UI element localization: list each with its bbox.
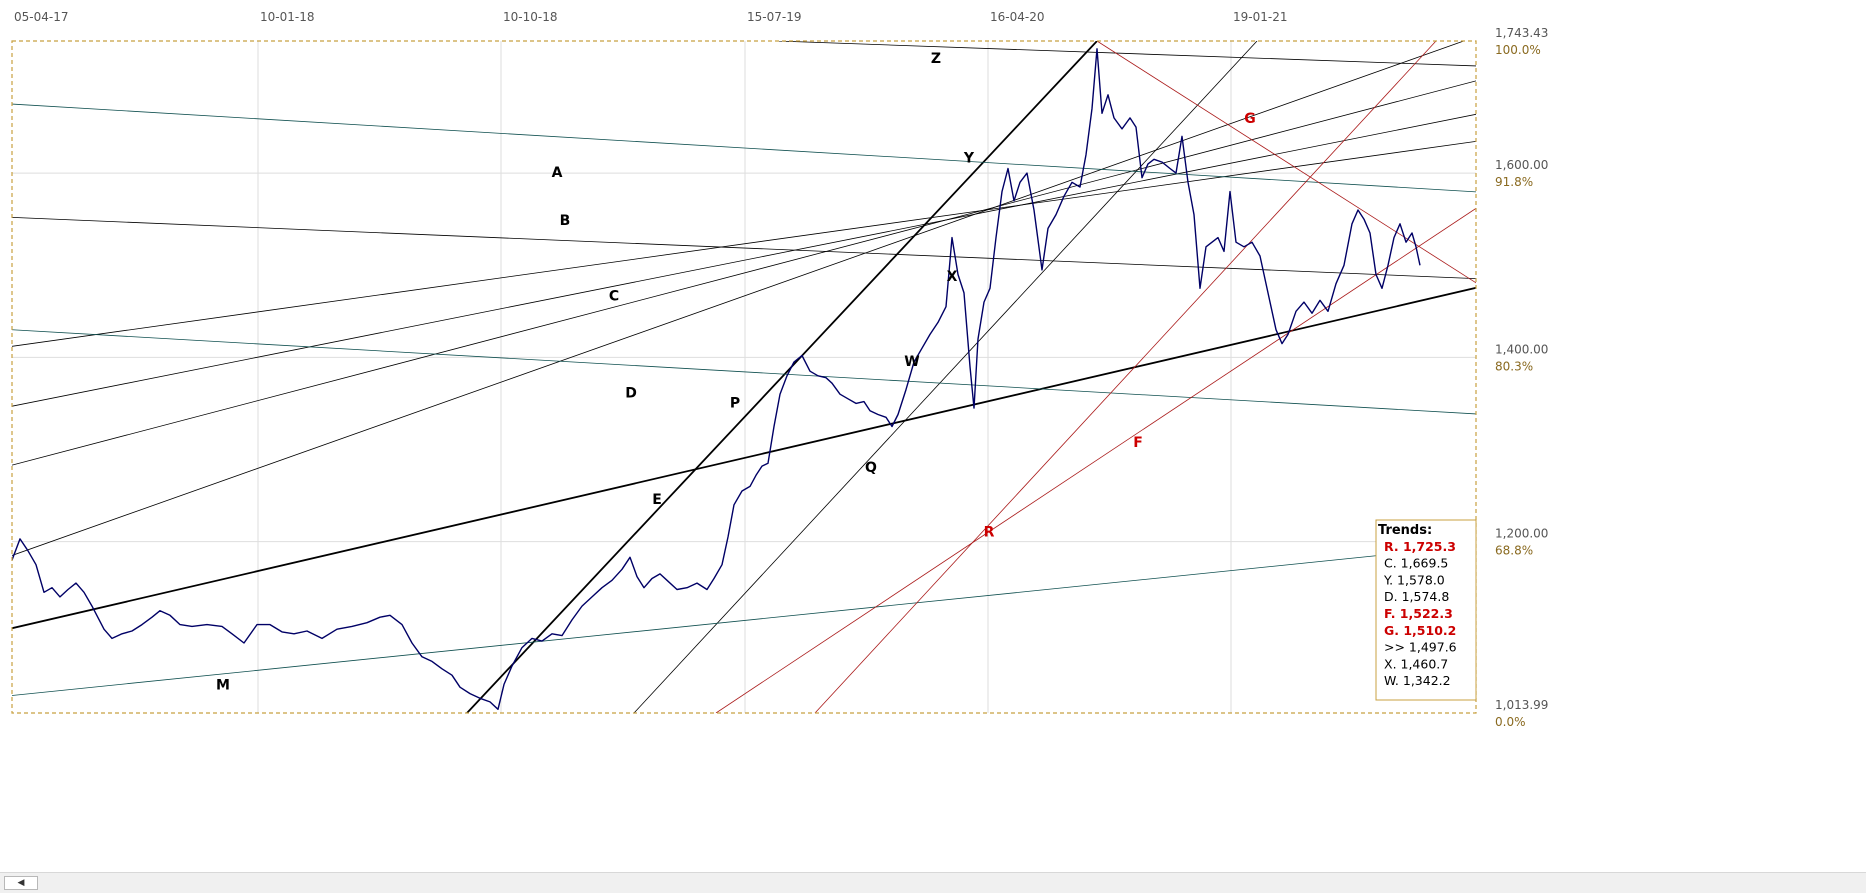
trend-entry: C. 1,669.5 xyxy=(1384,556,1448,571)
line-label-d: D xyxy=(625,385,637,401)
trend-entry: Y. 1,578.0 xyxy=(1383,572,1445,587)
x-tick-label: 16-04-20 xyxy=(990,10,1044,24)
trend-lines xyxy=(12,41,1476,713)
y-tick-percent: 100.0% xyxy=(1495,43,1541,57)
y-tick-label: 1,743.43 xyxy=(1495,26,1548,40)
line-label-b: B xyxy=(560,213,571,229)
y-tick-percent: 91.8% xyxy=(1495,175,1533,189)
y-tick-label: 1,200.00 xyxy=(1495,527,1548,541)
trend-line-g xyxy=(1096,41,1476,284)
trend-line-c xyxy=(12,113,1476,407)
trend-line-p xyxy=(466,41,1098,713)
y-axis: 1,743.43 100.0% 1,600.00 91.8% 1,400.00 80.3%… xyxy=(1495,26,1548,729)
line-label-p: P xyxy=(730,395,740,411)
y-tick-percent: 0.0% xyxy=(1495,715,1526,729)
trend-line-w xyxy=(12,329,1476,415)
scrollbar-track[interactable] xyxy=(44,876,1862,890)
y-tick-label: 1,013.99 xyxy=(1495,698,1548,712)
trend-line-f xyxy=(715,207,1476,713)
x-tick-label: 05-04-17 xyxy=(14,10,68,24)
line-label-w: W xyxy=(904,354,919,370)
trend-line-y xyxy=(12,216,1476,280)
x-tick-label: 15-07-19 xyxy=(747,10,801,24)
trend-line-z xyxy=(776,41,1476,67)
trend-entry: R. 1,725.3 xyxy=(1384,539,1456,554)
line-label-m: M xyxy=(216,677,230,693)
line-label-r: R xyxy=(984,524,995,540)
plot-frame xyxy=(11,40,1477,714)
line-label-f: F xyxy=(1133,435,1143,451)
line-labels: A B C D E P Q W X Y Z M F R G xyxy=(216,51,1256,693)
line-label-a: A xyxy=(552,165,563,181)
trend-entry: >> 1,497.6 xyxy=(1384,640,1457,655)
trend-line-q xyxy=(633,41,1258,713)
trend-line-r xyxy=(814,41,1437,713)
y-tick-percent: 68.8% xyxy=(1495,544,1533,558)
trend-entry: G. 1,510.2 xyxy=(1384,623,1456,638)
trend-line-a xyxy=(12,41,1465,556)
plot-border xyxy=(11,40,1477,714)
y-tick-label: 1,400.00 xyxy=(1495,342,1548,356)
line-label-g: G xyxy=(1244,111,1256,127)
trend-entry: F. 1,522.3 xyxy=(1384,606,1453,621)
trend-line-b xyxy=(12,80,1476,466)
trend-line-x xyxy=(12,103,1476,193)
arrow-left-icon[interactable]: ◀ xyxy=(4,876,38,890)
x-tick-label: 19-01-21 xyxy=(1233,10,1287,24)
line-label-z: Z xyxy=(931,51,941,67)
y-tick-label: 1,600.00 xyxy=(1495,158,1548,172)
trend-entry: D. 1,574.8 xyxy=(1384,589,1449,604)
horizontal-scrollbar[interactable]: ◀ xyxy=(0,872,1866,893)
grid xyxy=(12,41,1476,713)
price-line-group xyxy=(12,48,1421,710)
trends-box-frame xyxy=(1375,519,1477,701)
trends-box: Trends:R. 1,725.3 C. 1,669.5Y. 1,578.0 D. … xyxy=(1375,519,1477,701)
y-tick-percent: 80.3% xyxy=(1495,359,1533,373)
x-axis: 05-04-17 10-01-18 10-10-18 15-07-19 16-04-20… xyxy=(14,10,1287,24)
x-tick-label: 10-10-18 xyxy=(503,10,557,24)
trend-line-m xyxy=(12,554,1389,696)
chart-svg: A B C D E P Q W X Y Z M F R G 05-04-17 10-01-18 10-10-18… xyxy=(11,10,1548,729)
line-label-x: X xyxy=(947,269,958,285)
trend-line-d xyxy=(12,140,1476,347)
x-tick-label: 10-01-18 xyxy=(260,10,314,24)
trend-line-e xyxy=(12,286,1476,630)
trend-entry: X. 1,460.7 xyxy=(1384,656,1448,671)
line-label-c: C xyxy=(609,289,619,305)
line-label-y: Y xyxy=(963,150,975,166)
line-label-q: Q xyxy=(865,460,877,476)
trend-entry: W. 1,342.2 xyxy=(1384,673,1451,688)
trends-box-title: Trends: xyxy=(1378,523,1432,538)
price-line xyxy=(12,48,1421,710)
line-label-e: E xyxy=(652,492,662,508)
